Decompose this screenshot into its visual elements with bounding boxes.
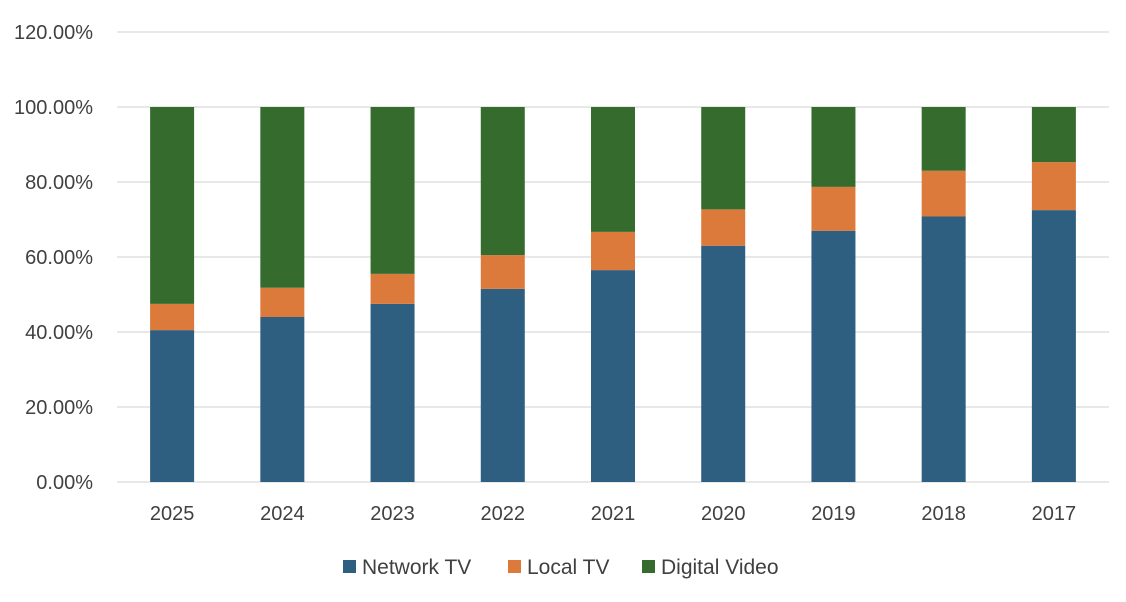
bar-network-tv-2017 <box>1031 210 1076 482</box>
bar-digital-video-2023 <box>370 107 415 274</box>
bar-local-tv-2025 <box>150 303 195 331</box>
bar-local-tv-2021 <box>591 231 635 271</box>
bar-network-tv-2020 <box>701 245 746 482</box>
bar-digital-video-2022 <box>480 107 525 256</box>
bars <box>150 107 1076 482</box>
bar-digital-video-2025 <box>150 107 195 304</box>
x-tick-label: 2025 <box>150 503 195 525</box>
bar-local-tv-2017 <box>1031 162 1076 211</box>
bar-digital-video-2020 <box>701 107 746 210</box>
x-tick-label: 2021 <box>591 503 636 525</box>
bar-network-tv-2024 <box>260 317 305 482</box>
legend-label-digital-video: Digital Video <box>661 556 779 579</box>
legend-swatch-digital-video <box>642 560 655 573</box>
bar-local-tv-2022 <box>480 255 525 289</box>
bar-local-tv-2024 <box>260 287 305 317</box>
bar-digital-video-2017 <box>1031 107 1076 163</box>
x-tick-label: 2017 <box>1032 503 1077 525</box>
bar-network-tv-2023 <box>370 303 415 482</box>
legend-label-local-tv: Local TV <box>527 556 610 579</box>
x-axis-ticks: 2025 2024 2023 2022 2021 2020 2019 2018 2017 <box>150 503 1076 525</box>
y-tick-label: 60.00% <box>25 247 93 269</box>
bar-digital-video-2019 <box>811 107 856 187</box>
x-tick-label: 2020 <box>701 503 746 525</box>
legend: Network TV Local TV Digital Video <box>343 556 779 579</box>
bar-local-tv-2018 <box>921 170 966 217</box>
y-tick-label: 40.00% <box>25 322 93 344</box>
bar-network-tv-2018 <box>921 216 966 482</box>
x-tick-label: 2019 <box>811 503 856 525</box>
y-tick-label: 80.00% <box>25 172 93 194</box>
y-tick-label: 100.00% <box>14 97 93 119</box>
x-tick-label: 2022 <box>481 503 526 525</box>
bar-local-tv-2023 <box>370 273 415 304</box>
legend-swatch-local-tv <box>508 560 521 573</box>
bar-network-tv-2019 <box>811 230 856 482</box>
x-tick-label: 2018 <box>921 503 966 525</box>
bar-network-tv-2022 <box>480 288 525 482</box>
bar-digital-video-2018 <box>921 107 966 171</box>
bar-local-tv-2019 <box>811 186 856 231</box>
y-axis-ticks: 0.00% 20.00% 40.00% 60.00% 80.00% 100.00% 120.… <box>14 22 93 494</box>
legend-swatch-network-tv <box>343 560 356 573</box>
x-tick-label: 2023 <box>370 503 415 525</box>
y-tick-label: 20.00% <box>25 397 93 419</box>
legend-label-network-tv: Network TV <box>362 556 471 579</box>
bar-local-tv-2020 <box>701 209 746 246</box>
bar-digital-video-2021 <box>591 107 635 232</box>
x-tick-label: 2024 <box>260 503 305 525</box>
bar-network-tv-2021 <box>591 270 635 482</box>
bar-network-tv-2025 <box>150 330 195 482</box>
y-tick-label: 0.00% <box>36 472 93 494</box>
y-tick-label: 120.00% <box>14 22 93 44</box>
bar-digital-video-2024 <box>260 107 305 288</box>
